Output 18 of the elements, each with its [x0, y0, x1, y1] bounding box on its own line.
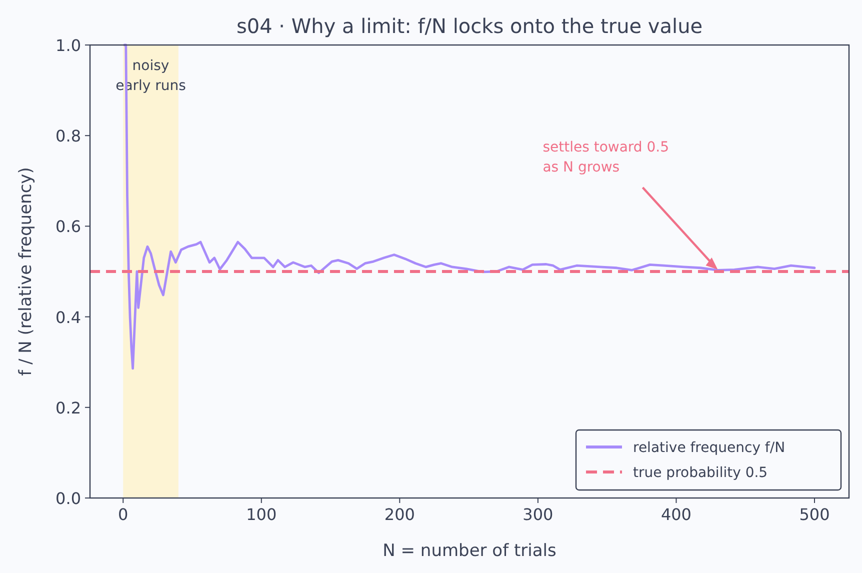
- y-axis-title: f / N (relative frequency): [16, 167, 36, 376]
- x-tick-label: 200: [384, 505, 415, 524]
- x-tick-label: 300: [522, 505, 554, 524]
- x-tick-label: 500: [799, 505, 830, 524]
- x-tick-label: 100: [246, 505, 277, 524]
- legend-label: relative frequency f/N: [633, 440, 786, 456]
- x-axis-title: N = number of trials: [382, 541, 556, 561]
- legend-label: true probability 0.5: [633, 465, 768, 481]
- x-tick-label: 0: [118, 505, 128, 524]
- y-tick-label: 0.0: [56, 489, 81, 508]
- y-tick-label: 0.6: [56, 217, 81, 236]
- y-tick-label: 0.4: [56, 308, 81, 327]
- y-tick-label: 1.0: [56, 36, 81, 55]
- chart-title: s04 · Why a limit: f/N locks onto the true value: [236, 14, 703, 38]
- x-tick-label: 400: [660, 505, 692, 524]
- y-tick-label: 0.8: [56, 126, 81, 146]
- y-tick-label: 0.2: [56, 398, 81, 418]
- annotation: settles toward 0.5 as N grows: [542, 140, 670, 176]
